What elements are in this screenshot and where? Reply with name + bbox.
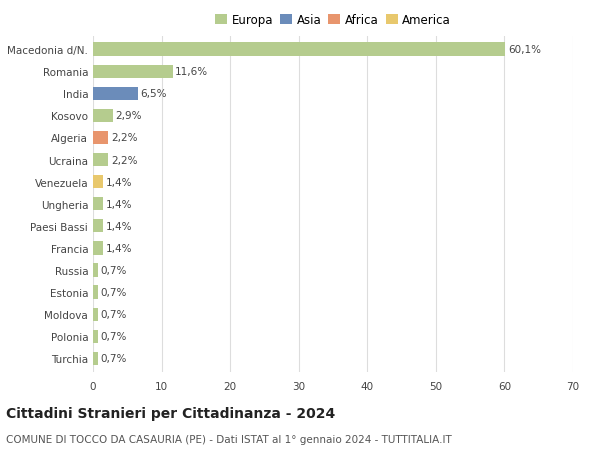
Bar (93, 220, 103, 233)
Text: 0,7%: 0,7% (101, 331, 127, 341)
Text: 1,4%: 1,4% (106, 199, 132, 209)
Text: 11,6%: 11,6% (175, 67, 208, 77)
Bar (93, 132, 108, 145)
Text: COMUNE DI TOCCO DA CASAURIA (PE) - Dati ISTAT al 1° gennaio 2024 - TUTTITALIA.IT: COMUNE DI TOCCO DA CASAURIA (PE) - Dati … (6, 434, 452, 444)
Text: 1,4%: 1,4% (106, 221, 132, 231)
Text: 0,7%: 0,7% (101, 287, 127, 297)
Text: 1,4%: 1,4% (106, 177, 132, 187)
Bar (93, 109, 113, 123)
Bar (93, 176, 103, 189)
Text: 60,1%: 60,1% (508, 45, 541, 55)
Bar (93, 308, 98, 321)
Bar (93, 242, 103, 255)
Legend: Europa, Asia, Africa, America: Europa, Asia, Africa, America (210, 9, 456, 32)
Bar (93, 264, 98, 277)
Text: 0,7%: 0,7% (101, 265, 127, 275)
Text: 2,9%: 2,9% (116, 111, 142, 121)
Text: 1,4%: 1,4% (106, 243, 132, 253)
Text: 0,7%: 0,7% (101, 309, 127, 319)
Text: 2,2%: 2,2% (111, 155, 137, 165)
Bar (93, 330, 98, 343)
Bar (93, 43, 505, 56)
Bar (93, 87, 137, 101)
Bar (93, 286, 98, 299)
Bar (93, 65, 173, 78)
Text: 0,7%: 0,7% (101, 353, 127, 364)
Bar (93, 198, 103, 211)
Text: 2,2%: 2,2% (111, 133, 137, 143)
Text: Cittadini Stranieri per Cittadinanza - 2024: Cittadini Stranieri per Cittadinanza - 2… (6, 406, 335, 420)
Bar (93, 154, 108, 167)
Text: 6,5%: 6,5% (140, 89, 167, 99)
Bar (93, 352, 98, 365)
